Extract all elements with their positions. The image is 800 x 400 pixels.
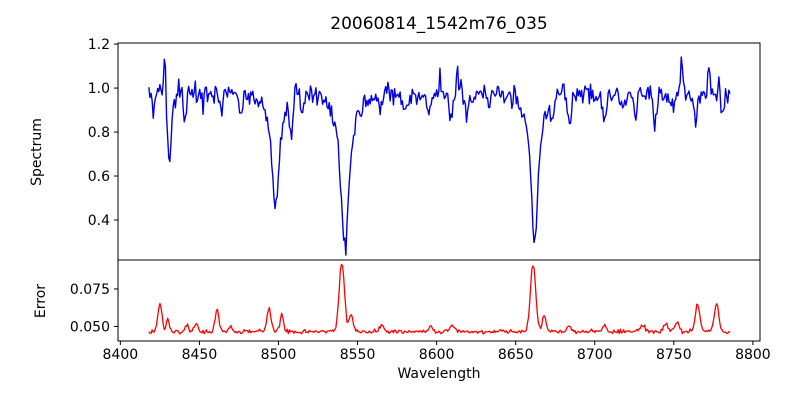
x-tick-label: 8700 [577,347,613,363]
spectrum-y-tick-label: 1.2 [88,37,110,53]
plot-area: 0.4 0.6 0.8 1.0 1.2 0.050 0.075 8400 8450 8500 855… [70,37,771,363]
x-tick-label: 8750 [656,347,692,363]
x-tick-label: 8650 [498,347,534,363]
x-tick-label: 8550 [340,347,376,363]
x-tick-label: 8500 [261,347,297,363]
spectrum-y-tick-label: 0.8 [88,125,110,141]
error-y-tick-label: 0.050 [70,319,110,335]
error-spines [117,259,761,342]
error-y-tick-label: 0.075 [70,282,110,298]
spectrum-panel: 0.4 0.6 0.8 1.0 1.2 [88,37,761,261]
spectrum-y-axis-label: Spectrum [29,118,45,186]
spectrum-y-tick-label: 1.0 [88,81,110,97]
spectrum-y-tick-label: 0.6 [88,169,110,185]
spectrum-line [148,56,731,256]
chart-title: 20060814_1542m76_035 [330,14,547,34]
error-y-axis-label: Error [33,284,49,318]
x-tick-label: 8800 [735,347,771,363]
spectrum-y-tick-label: 0.4 [88,213,110,229]
x-axis-ticks: 8400 8450 8500 8550 8600 8650 8700 8750 8800 [103,341,771,363]
error-line [148,263,731,335]
x-tick-label: 8600 [419,347,455,363]
x-axis-label: Wavelength [397,366,480,382]
x-tick-label: 8450 [182,347,218,363]
x-tick-label: 8400 [103,347,139,363]
error-panel: 0.050 0.075 [70,259,761,342]
